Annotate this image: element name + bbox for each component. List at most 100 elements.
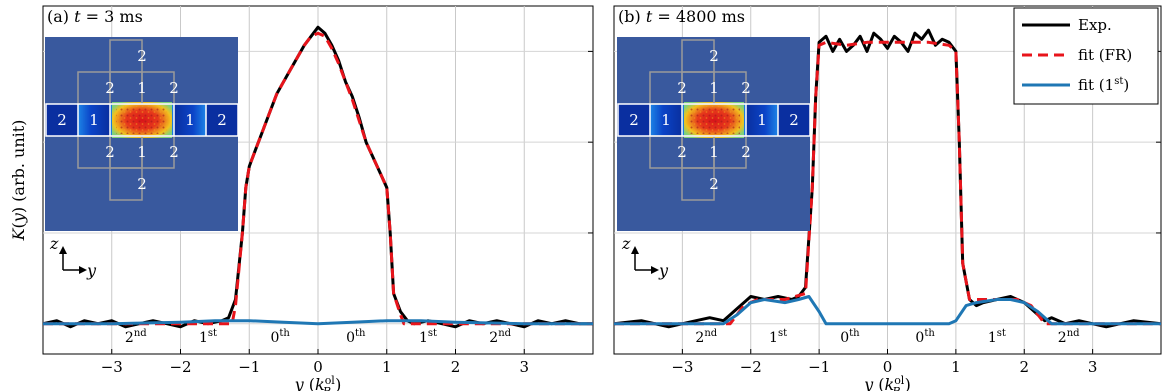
inset-cell-order1-left: [78, 104, 110, 136]
legend-label-fit-1st: fit (1st): [1078, 76, 1129, 94]
y-axis-label-y: y: [9, 212, 28, 223]
panel-title: (b) t = 4800 ms: [618, 7, 745, 26]
order-label-sup: nd: [1067, 328, 1080, 339]
inset-order-number: 2: [709, 47, 719, 65]
order-label-sup: th: [355, 328, 366, 339]
y-axis-label: K(y) (arb. unit): [9, 120, 28, 242]
legend-label-fit-1st-close: ): [1123, 76, 1129, 94]
panel-title-value: = 3 ms: [81, 7, 143, 26]
order-label-base: 2: [125, 330, 134, 346]
x-axis-label-sub: R: [322, 385, 331, 391]
inset-central-row-frame: [617, 103, 811, 137]
x-tick-label: −3: [101, 358, 123, 376]
inset-order-number: 2: [137, 175, 147, 193]
panel-title-value: = 4800 ms: [652, 7, 745, 26]
inset-grid-cell: [109, 167, 143, 201]
order-label-sup: nd: [704, 328, 717, 339]
inset-order-number: 1: [137, 79, 147, 97]
inset-order-number: 2: [169, 143, 179, 161]
inset-order-number: 2: [169, 79, 179, 97]
panel-title-var: t: [74, 7, 81, 26]
order-label-sup: th: [849, 328, 860, 339]
order-label: 1st: [199, 328, 217, 346]
y-axis-label-paren: (: [9, 222, 28, 228]
legend-label-fit-1st-sup: st: [1114, 76, 1123, 87]
inset-order-number: 2: [677, 79, 687, 97]
x-axis-label-sup: ol: [325, 374, 336, 387]
order-label: 0th: [270, 328, 290, 346]
legend-label-fit-1st-base: fit (1: [1078, 76, 1114, 94]
legend-label-exp: Exp.: [1078, 16, 1112, 34]
inset-momentum-map: 22 1 22 1 1 22 1 22: [617, 37, 811, 231]
order-label-base: 0: [346, 330, 355, 346]
x-tick-label: 3: [1088, 358, 1098, 376]
axis-symbol-right-label: y: [86, 261, 97, 280]
order-label: 1st: [988, 328, 1006, 346]
order-label-base: 1: [419, 330, 428, 346]
inset-cell-order1-left: [650, 104, 682, 136]
x-axis-label-paren: (: [304, 375, 315, 391]
order-label-base: 2: [489, 330, 498, 346]
inset-grid-cell: [681, 167, 715, 201]
order-label-sup: th: [924, 328, 935, 339]
inset-order-number: 2: [741, 79, 751, 97]
inset-order-number: 1: [137, 143, 147, 161]
inset-order-number: 2: [57, 111, 67, 129]
x-axis-label-paren: (: [873, 375, 884, 391]
inset-center-speckle: [688, 106, 740, 134]
inset-cell-order1-right: [746, 104, 778, 136]
order-label-base: 1: [199, 330, 208, 346]
order-label: 2nd: [695, 328, 717, 346]
x-tick-label: 2: [1019, 358, 1029, 376]
y-axis-label-k: K: [9, 227, 28, 241]
x-axis-label-sub: R: [891, 385, 900, 391]
series-fit-1st-line: [43, 319, 593, 326]
order-label: 1st: [769, 328, 787, 346]
order-label-sup: st: [997, 328, 1006, 339]
inset-order-number: 2: [677, 143, 687, 161]
inset-order-number: 1: [709, 79, 719, 97]
order-label-base: 2: [1058, 330, 1067, 346]
axis-arrowhead-right: [651, 266, 659, 274]
x-tick-label: 3: [519, 358, 529, 376]
axis-symbol-right-label: y: [658, 261, 669, 280]
order-label: 2nd: [1058, 328, 1080, 346]
x-axis-label-k: k: [315, 375, 325, 391]
order-label: 2nd: [125, 328, 147, 346]
series-fit-1st-line: [614, 295, 1161, 326]
series-fit-fr-line: [43, 31, 593, 326]
inset-order-number: 2: [105, 79, 115, 97]
legend-label-fit-fr: fit (FR): [1078, 46, 1132, 64]
x-axis-label-sup: ol: [894, 374, 905, 387]
panel-title-prefix: (b): [618, 7, 646, 26]
panel-title-var: t: [646, 7, 653, 26]
inset-cell-order2-left: [46, 104, 78, 136]
inset-cell-order2-left: [618, 104, 650, 136]
order-label-base: 2: [695, 330, 704, 346]
inset-center-speckle: [116, 106, 168, 134]
x-axis-label: y (kolR): [294, 374, 342, 391]
x-tick-label: 1: [951, 358, 961, 376]
series-fit-fr-line: [614, 40, 1161, 326]
inset-order-number: 2: [709, 175, 719, 193]
inset-cell-order1-right: [174, 104, 206, 136]
x-axis-label: y (kolR): [863, 374, 911, 391]
x-tick-label: −2: [169, 358, 191, 376]
order-label-sup: st: [208, 328, 217, 339]
x-axis-label-main: y: [294, 375, 305, 391]
inset-order-number: 2: [629, 111, 639, 129]
inset-order-number: 2: [789, 111, 799, 129]
inset-order-number: 1: [185, 111, 195, 129]
order-label-sup: nd: [134, 328, 147, 339]
axis-arrowhead-up: [631, 246, 639, 254]
order-label: 1st: [419, 328, 437, 346]
order-label: 0th: [840, 328, 860, 346]
axis-arrowhead-right: [79, 266, 87, 274]
order-label-base: 0: [270, 330, 279, 346]
inset-order-number: 1: [661, 111, 671, 129]
axes-orientation-symbol: zy: [621, 234, 669, 280]
panel-title: (a) t = 3 ms: [47, 7, 143, 26]
axis-arrowhead-up: [59, 246, 67, 254]
